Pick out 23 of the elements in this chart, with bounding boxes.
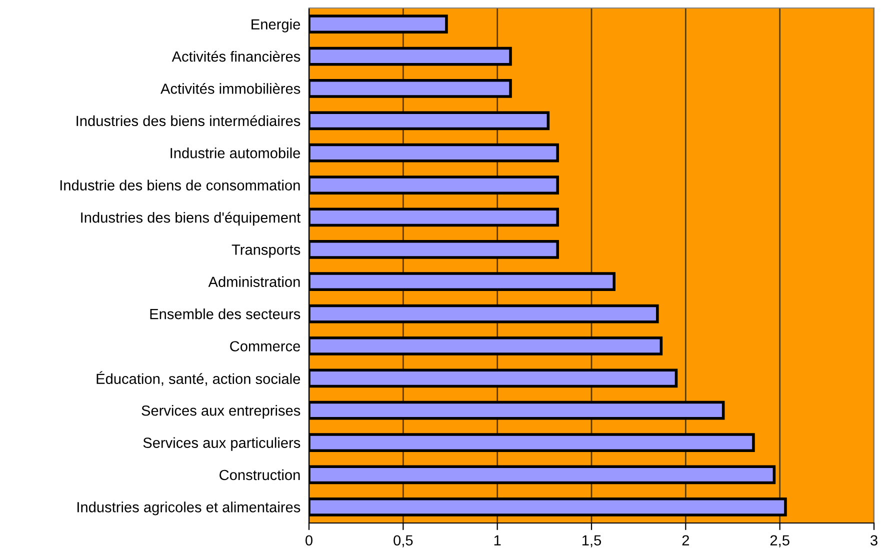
x-tick-label: 3 [870, 535, 878, 546]
y-tick-label: Commerce [230, 341, 300, 352]
y-tick-label: Administration [208, 276, 300, 288]
y-tick-label: Éducation, santé, action sociale [96, 371, 300, 386]
y-tick-label: Ensemble des secteurs [150, 308, 300, 320]
x-tick-label: 1 [494, 535, 501, 546]
x-tick-label: 2 [682, 535, 689, 546]
y-tick-label: Construction [220, 469, 300, 480]
x-tick-label: 0,5 [394, 535, 413, 548]
y-tick-label: Transports [232, 244, 300, 258]
y-tick-label: Industrie automobile [170, 148, 300, 158]
y-tick-label: Industries des biens d'équipement [81, 212, 301, 226]
y-tick-label: Industries agricoles et alimentaires [78, 502, 300, 516]
y-tick-label: Services aux entreprises [142, 405, 300, 419]
y-tick-label: Industries des biens intermédiaires [76, 115, 300, 126]
y-tick-label: Energie [252, 18, 300, 32]
y-tick-label: Industrie des biens de consommation [60, 180, 300, 190]
y-tick-label: Activités immobilières [160, 83, 300, 94]
y-tick-label: Activités financières [172, 50, 300, 62]
x-tick-label: 0 [306, 535, 312, 546]
x-tick-label: 2,5 [770, 535, 790, 548]
x-tick-label: 1,5 [582, 535, 602, 548]
y-tick-label: Services aux particuliers [143, 437, 300, 451]
